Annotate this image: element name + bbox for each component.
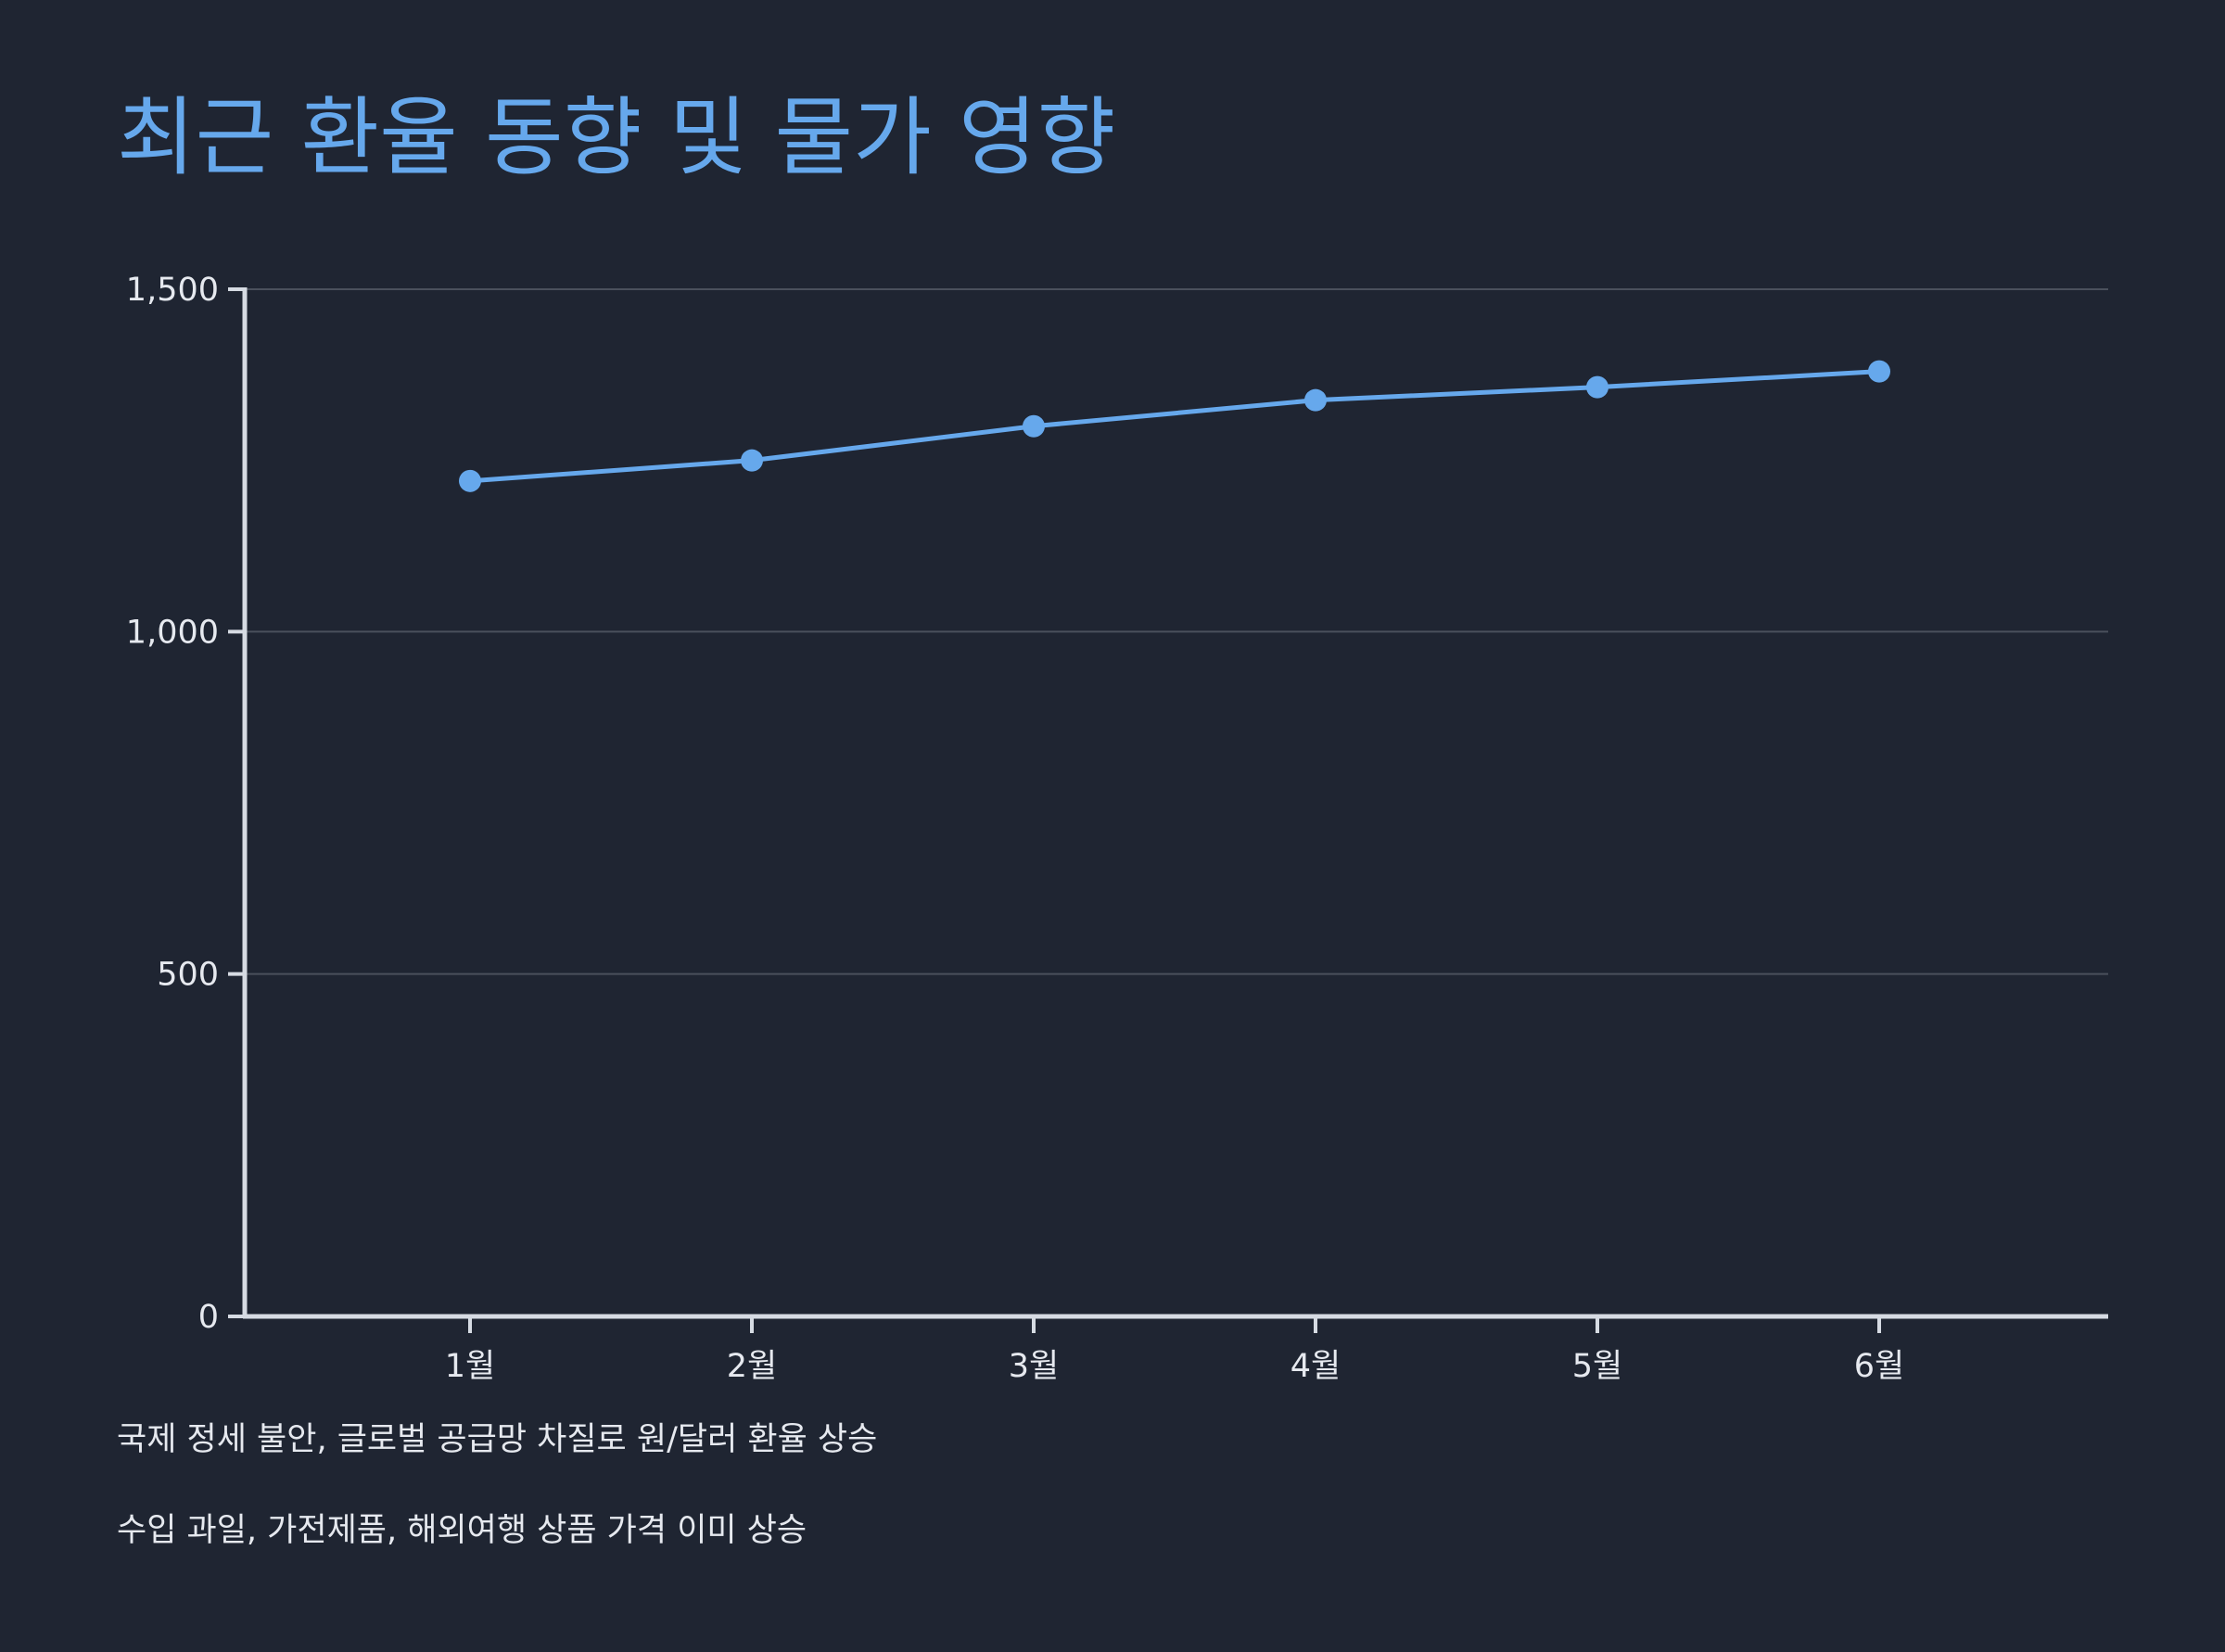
- series: [459, 360, 1890, 492]
- x-tick-label: 3월: [1009, 1348, 1059, 1385]
- data-point: [741, 449, 763, 472]
- axes: [242, 287, 2108, 1319]
- note-price-impact: 수입 과일, 가전제품, 해외여행 상품 가격 이미 상승: [117, 1512, 807, 1549]
- x-tick-label: 4월: [1290, 1348, 1341, 1385]
- note-exchange-rate: 국제 정세 불안, 글로벌 공급망 차질로 원/달러 환율 상승: [117, 1421, 878, 1458]
- data-point: [1023, 414, 1045, 438]
- data-point: [1586, 375, 1608, 399]
- y-tick-label: 0: [198, 1299, 219, 1336]
- x-ticks: 1월 2월 3월 4월 5월 6월: [445, 1316, 1904, 1385]
- y-ticks: 0 500 1,000 1,500: [126, 272, 245, 1336]
- x-tick-label: 6월: [1854, 1348, 1904, 1385]
- data-point: [459, 469, 481, 492]
- x-tick-label: 1월: [445, 1348, 495, 1385]
- data-point: [1304, 388, 1327, 412]
- data-point: [1868, 360, 1890, 383]
- series-line: [469, 369, 1880, 484]
- y-tick-label: 1,000: [126, 614, 219, 651]
- x-tick-label: 2월: [727, 1348, 777, 1385]
- y-tick-label: 1,500: [126, 272, 219, 309]
- gridlines: [245, 288, 2108, 975]
- x-tick-label: 5월: [1572, 1348, 1622, 1385]
- y-tick-label: 500: [157, 957, 219, 994]
- chart-title: 최근 환율 동향 및 물가 영향: [117, 88, 1116, 187]
